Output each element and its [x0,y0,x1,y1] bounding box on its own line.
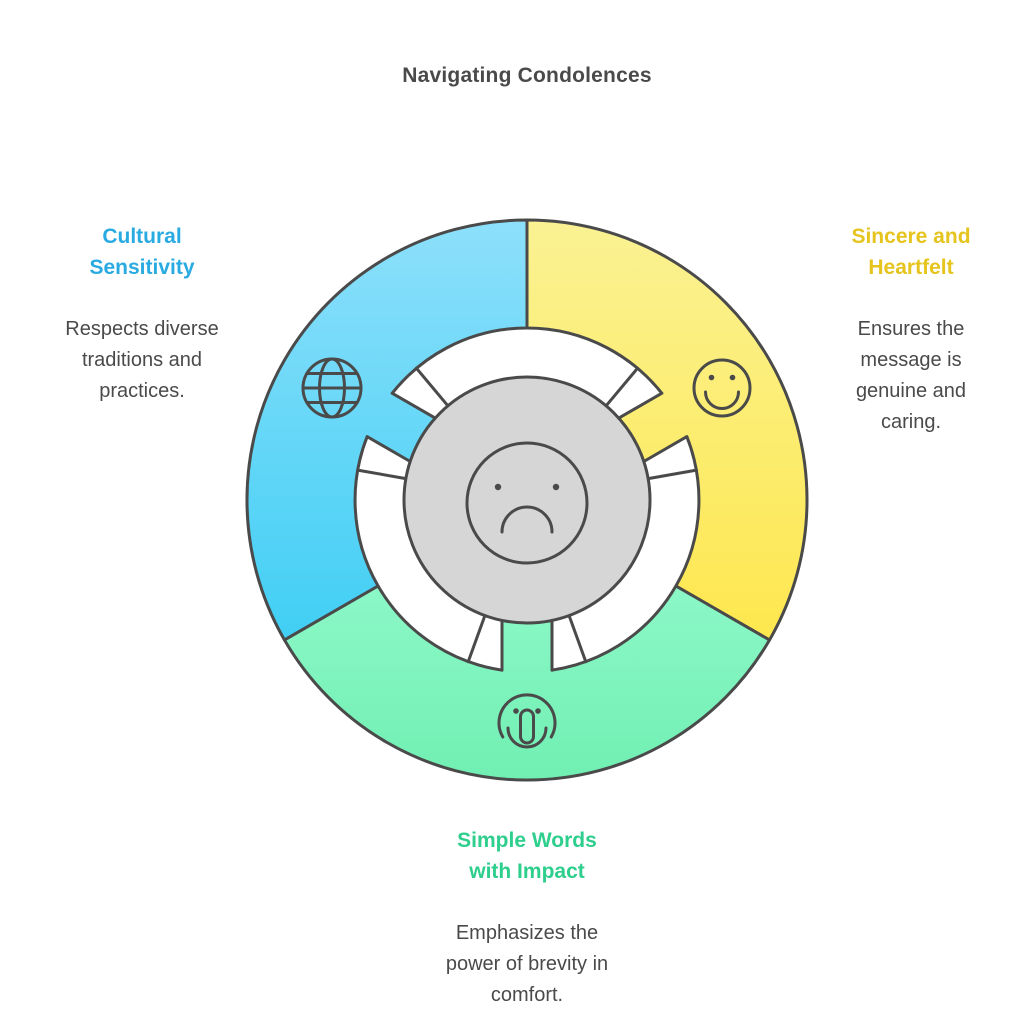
globe-icon [301,357,363,419]
label-description: Respects diverse traditions and practice… [65,318,219,402]
label-heading: Simple Words with Impact [457,829,597,883]
shush-icon [497,693,557,749]
ring-segment-blue [245,218,529,642]
sad-face-icon [402,375,652,625]
label-heading: Sincere and Heartfelt [851,225,971,279]
label-heading: Cultural Sensitivity [89,225,195,279]
label-description: Emphasizes the power of brevity in comfo… [445,922,609,1006]
label-sincere-heartfelt: Sincere and Heartfelt Ensures the messag… [791,190,1024,469]
label-cultural-sensitivity: Cultural Sensitivity Respects diverse tr… [17,190,267,438]
smiley-icon [692,358,752,418]
ring-segment-yellow [525,218,809,642]
inner-arc-endcaps [356,366,698,664]
center-hub [402,375,652,625]
label-simple-words: Simple Words with Impact Emphasizes the … [387,794,667,1009]
spoke-green [502,616,552,680]
spoke-outlines [365,391,689,672]
label-description: Ensures the message is genuine and carin… [855,318,967,433]
ring-segment-green [283,584,771,782]
page-title: Navigating Condolences [402,64,652,87]
